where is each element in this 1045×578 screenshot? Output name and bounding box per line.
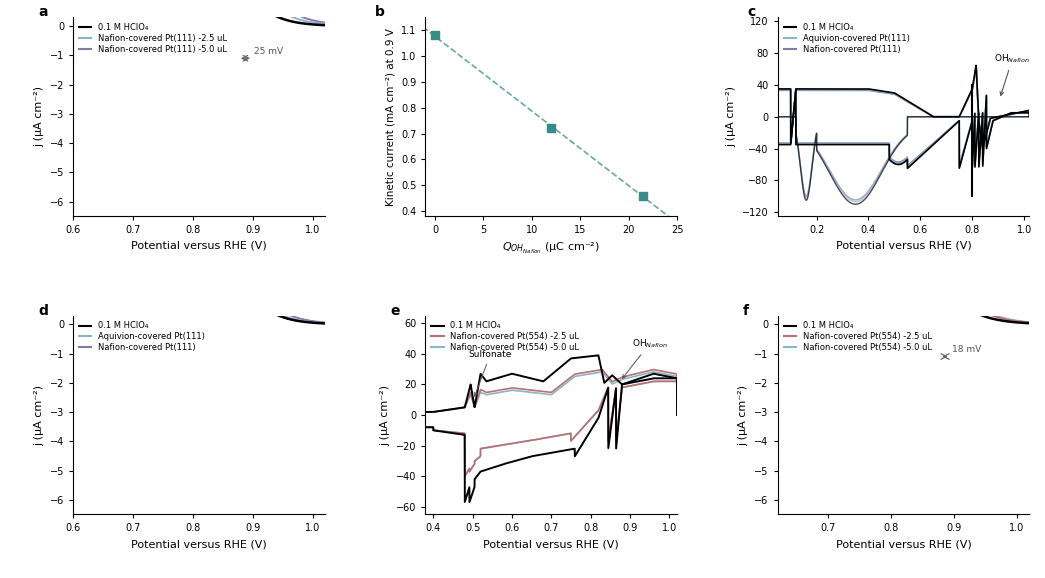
Text: 18 mV: 18 mV (952, 345, 981, 354)
Text: a: a (38, 5, 47, 20)
Text: b: b (375, 5, 385, 20)
Point (634, 191, 651, 200)
Legend: 0.1 M HClO₄, Nafion-covered Pt(554) -2.5 uL, Nafion-covered Pt(554) -5.0 uL: 0.1 M HClO₄, Nafion-covered Pt(554) -2.5… (429, 320, 581, 353)
Text: Sulfonate: Sulfonate (468, 350, 512, 396)
Legend: 0.1 M HClO₄, Aquivion-covered Pt(111), Nafion-covered Pt(111): 0.1 M HClO₄, Aquivion-covered Pt(111), N… (782, 21, 911, 55)
X-axis label: Potential versus RHE (V): Potential versus RHE (V) (836, 539, 972, 549)
Y-axis label: j (μA cm⁻²): j (μA cm⁻²) (380, 384, 391, 446)
X-axis label: Potential versus RHE (V): Potential versus RHE (V) (131, 241, 266, 251)
Legend: 0.1 M HClO₄, Nafion-covered Pt(111) -2.5 uL, Nafion-covered Pt(111) -5.0 uL: 0.1 M HClO₄, Nafion-covered Pt(111) -2.5… (77, 21, 229, 55)
Text: 25 mV: 25 mV (254, 47, 283, 56)
Text: OH$_{Nafion}$: OH$_{Nafion}$ (995, 53, 1030, 95)
X-axis label: $Q_{OH_{Nafion}}$ (μC cm⁻²): $Q_{OH_{Nafion}}$ (μC cm⁻²) (503, 241, 600, 256)
Point (543, 124, 560, 133)
Legend: 0.1 M HClO₄, Nafion-covered Pt(554) -2.5 uL, Nafion-covered Pt(554) -5.0 uL: 0.1 M HClO₄, Nafion-covered Pt(554) -2.5… (782, 320, 933, 353)
Text: e: e (390, 303, 399, 318)
Y-axis label: j (μA cm⁻²): j (μA cm⁻²) (34, 86, 44, 147)
Y-axis label: j (μA cm⁻²): j (μA cm⁻²) (726, 86, 737, 147)
Text: OH$_{Nafion}$: OH$_{Nafion}$ (623, 337, 668, 379)
Text: d: d (38, 303, 48, 318)
Text: f: f (743, 303, 748, 318)
Y-axis label: j (μA cm⁻²): j (μA cm⁻²) (739, 384, 748, 446)
Y-axis label: Kinetic current (mA cm⁻²) at 0.9 V: Kinetic current (mA cm⁻²) at 0.9 V (386, 28, 395, 206)
Legend: 0.1 M HClO₄, Aquivion-covered Pt(111), Nafion-covered Pt(111): 0.1 M HClO₄, Aquivion-covered Pt(111), N… (77, 320, 207, 353)
X-axis label: Potential versus RHE (V): Potential versus RHE (V) (836, 241, 972, 251)
Point (426, 31, 443, 40)
Text: c: c (747, 5, 756, 20)
Y-axis label: j (μA cm⁻²): j (μA cm⁻²) (34, 384, 44, 446)
X-axis label: Potential versus RHE (V): Potential versus RHE (V) (484, 539, 619, 549)
X-axis label: Potential versus RHE (V): Potential versus RHE (V) (131, 539, 266, 549)
